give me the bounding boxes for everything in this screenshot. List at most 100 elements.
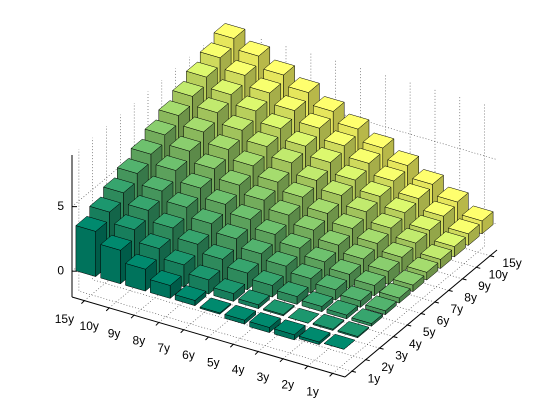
bar-face: [102, 177, 135, 194]
bar-face: [207, 134, 240, 150]
grid-line: [332, 104, 485, 374]
bar-face: [221, 114, 254, 131]
bar-face: [113, 214, 146, 230]
bar-face: [373, 165, 406, 182]
x-tick-label: 6y: [182, 348, 195, 362]
x-tick-label: 5y: [207, 355, 220, 369]
bar-face: [412, 169, 445, 185]
x-tick: [205, 336, 209, 341]
bar: [392, 269, 425, 293]
bar: [276, 281, 309, 305]
y-tick: [489, 255, 495, 258]
bar-face: [263, 59, 296, 76]
bar-face: [174, 285, 207, 301]
bar-face: [273, 319, 306, 336]
bar-face: [240, 238, 273, 255]
bar: [301, 291, 334, 313]
y-tick: [379, 347, 384, 350]
bar-face: [329, 259, 362, 275]
bar: [262, 299, 295, 317]
z-tick-label: 5: [57, 199, 64, 213]
bar-face: [353, 270, 386, 286]
bar-face: [395, 227, 428, 244]
bar-face: [318, 229, 351, 246]
bar-face: [262, 299, 295, 315]
bar: [340, 285, 373, 308]
bar-face: [205, 189, 238, 205]
bar: [124, 253, 157, 292]
bar-face: [345, 196, 378, 213]
bar: [273, 319, 306, 341]
bar-face: [243, 184, 276, 201]
bar-face: [183, 116, 216, 133]
bar-face: [158, 100, 191, 116]
bar-face: [406, 256, 439, 273]
x-tick: [180, 329, 185, 334]
x-tick: [254, 351, 259, 355]
bar-face: [287, 307, 320, 324]
bar-face: [249, 312, 282, 328]
bar-face: [249, 77, 282, 94]
bar: [323, 333, 356, 350]
x-tick-label: 4y: [232, 363, 245, 377]
bar-face: [309, 147, 342, 163]
bar-face: [296, 165, 329, 181]
bar-face: [268, 199, 301, 216]
bar-face: [304, 246, 337, 263]
bar: [312, 313, 345, 332]
bar-face: [199, 297, 232, 314]
bar-face: [213, 23, 246, 39]
bar-face: [141, 175, 174, 192]
bar-face: [334, 164, 367, 181]
bar-face: [436, 186, 469, 203]
y-tick: [365, 359, 370, 362]
bar-face: [367, 256, 400, 272]
y-tick-label: 7y: [450, 302, 463, 316]
bar-face: [185, 61, 218, 78]
bar: [238, 289, 271, 310]
x-tick: [304, 365, 309, 370]
x-tick-label: 9y: [108, 326, 121, 340]
bar-face: [251, 270, 284, 286]
bar-face: [323, 333, 356, 350]
x-tick: [329, 373, 333, 377]
bar-face: [331, 213, 364, 229]
x-tick-label: 15y: [55, 312, 74, 326]
bar-face: [138, 233, 171, 249]
bar-face: [423, 200, 456, 217]
bar-face: [392, 269, 425, 286]
bar-face: [326, 299, 359, 316]
bar: [298, 326, 331, 346]
bar: [213, 278, 246, 302]
x-tick: [155, 322, 160, 326]
x-tick-label: 7y: [157, 341, 170, 355]
bar-face: [265, 250, 298, 267]
bar-face: [163, 249, 196, 266]
bar: [249, 312, 282, 334]
x-tick-label: 3y: [257, 370, 270, 384]
bar-face: [124, 253, 157, 270]
bar-face: [177, 229, 210, 245]
bar: [149, 270, 182, 299]
x-tick-label: 8y: [133, 334, 146, 348]
y-tick-label: 6y: [437, 314, 450, 328]
x-tick-label: 2y: [281, 377, 294, 391]
bar-face: [218, 169, 251, 186]
bar-face: [202, 244, 235, 260]
bar-face: [199, 42, 232, 59]
bar-face: [127, 195, 160, 211]
bar-face: [100, 234, 133, 251]
bar-face: [232, 150, 265, 167]
bar-face: [307, 198, 340, 214]
bar-face: [188, 264, 221, 281]
bar-face: [75, 225, 96, 277]
bar-face: [260, 113, 293, 129]
y-tick-label: 1y: [368, 371, 381, 385]
bar: [378, 282, 411, 304]
bar: [326, 299, 359, 320]
bar-face: [191, 208, 224, 224]
y-tick: [476, 266, 481, 269]
bar: [287, 307, 320, 324]
bar-face: [384, 197, 417, 213]
bar-face: [387, 150, 420, 166]
